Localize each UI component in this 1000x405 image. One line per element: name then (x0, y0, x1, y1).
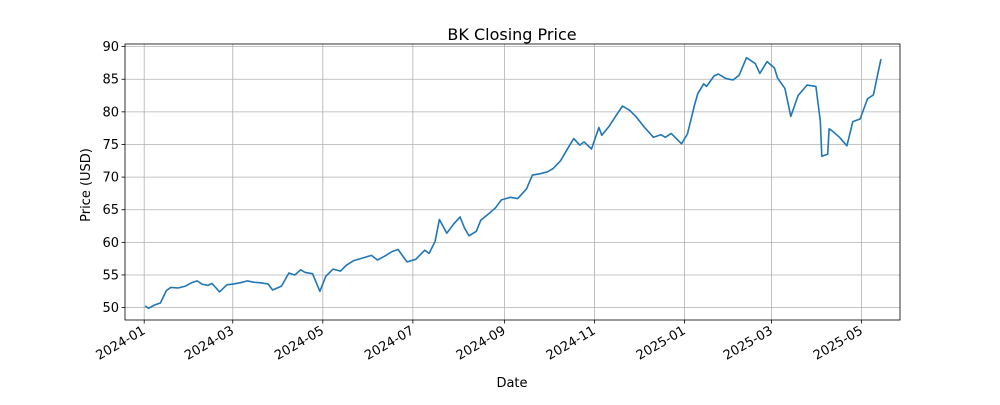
y-tick-label: 75 (102, 138, 119, 153)
y-tick-label: 65 (102, 203, 119, 218)
x-axis-label: Date (496, 376, 527, 391)
y-axis-label: Price (USD) (79, 148, 94, 222)
y-tick-label: 55 (102, 268, 119, 283)
y-tick-label: 50 (102, 301, 119, 316)
y-tick-label: 70 (102, 171, 119, 186)
grid (125, 44, 900, 320)
plot-frame (124, 43, 901, 321)
y-tick-label: 90 (102, 40, 119, 55)
chart-title: BK Closing Price (447, 25, 576, 44)
y-tick-label: 80 (102, 105, 119, 120)
series-line (144, 56, 882, 310)
y-tick-label: 60 (102, 236, 119, 251)
series-layer (144, 56, 882, 310)
y-tick-label: 85 (102, 73, 119, 88)
